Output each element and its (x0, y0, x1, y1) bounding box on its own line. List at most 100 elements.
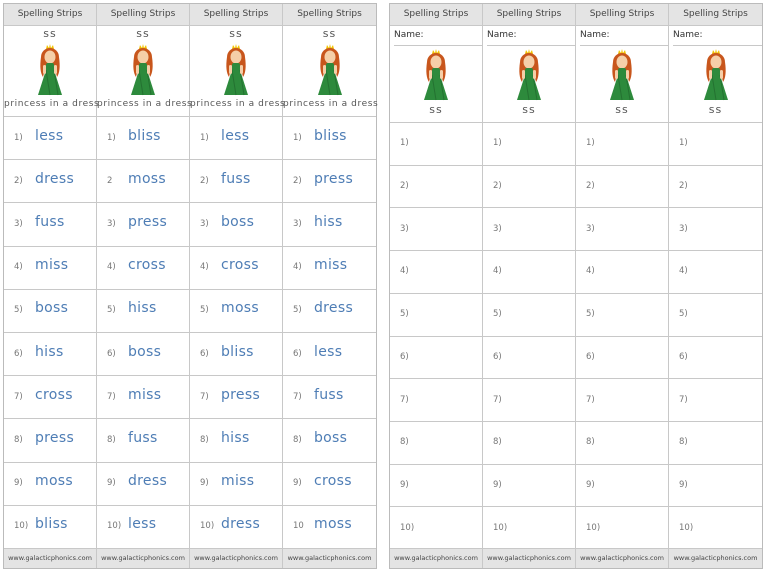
spelling-word: miss (35, 257, 69, 274)
answer-row: 5) (576, 292, 668, 336)
item-number: 6) (107, 348, 116, 359)
target-letters: ss (229, 27, 243, 40)
spelling-word: dress (35, 170, 75, 187)
item-number: 5) (400, 309, 409, 320)
spelling-word: press (35, 429, 75, 446)
princess-image (220, 43, 252, 97)
item-number: 5) (200, 305, 209, 316)
item-number: 10) (679, 522, 694, 533)
item-number: 7) (679, 394, 688, 405)
footer: www.galacticphonics.com (97, 548, 189, 568)
item-number: 4) (400, 266, 409, 277)
princess-image (513, 48, 545, 102)
strip-header: Spelling Strips (576, 4, 668, 26)
word-row: 4) cross (190, 245, 282, 289)
item-number: 4) (107, 262, 116, 273)
spelling-word: less (35, 127, 64, 144)
answer-row: 1) (390, 122, 482, 165)
left-page: Spelling Strips ss princess in a dress 1) le… (3, 3, 378, 569)
answer-row: 9) (483, 463, 575, 507)
item-number: 5) (586, 309, 595, 320)
item-number: 7) (200, 391, 209, 402)
princess-graphic (38, 44, 62, 95)
item-number: 8) (107, 434, 116, 445)
answer-row: 3) (669, 207, 762, 250)
spelling-word: less (128, 516, 157, 533)
spelling-word: boss (128, 343, 162, 360)
item-number: 2) (679, 181, 688, 192)
spelling-word: less (314, 343, 343, 360)
item-number: 1) (400, 138, 409, 149)
spelling-word: miss (221, 473, 255, 490)
princess-graphic (704, 49, 728, 100)
footer: www.galacticphonics.com (283, 548, 376, 568)
item-number: 9) (200, 478, 209, 489)
answer-row: 1) (669, 122, 762, 165)
word-row: 2) fuss (190, 159, 282, 202)
princess-graphic (610, 49, 634, 100)
caption: princess in a dress (190, 99, 286, 109)
word-row: 10) bliss (4, 504, 96, 548)
item-number: 10) (107, 521, 122, 532)
answer-row: 5) (669, 292, 762, 336)
item-number: 3) (400, 223, 409, 234)
item-number: 10) (200, 521, 215, 532)
item-number: 6) (586, 351, 595, 362)
word-row: 8) press (4, 418, 96, 461)
spelling-word: moss (221, 300, 259, 317)
princess-graphic (318, 44, 342, 95)
strip-header: Spelling Strips (283, 4, 376, 26)
item-number: 10) (493, 522, 508, 533)
word-row: 4) cross (97, 245, 189, 289)
item-number: 5) (493, 309, 502, 320)
footer: www.galacticphonics.com (390, 548, 482, 568)
princess-graphic (424, 49, 448, 100)
spelling-word: dress (221, 516, 261, 533)
strip: Spelling Strips ss princess in a dress 1) bl… (97, 4, 193, 568)
princess-image (314, 43, 346, 97)
word-row: 2) dress (4, 159, 96, 202)
princess-graphic (224, 44, 248, 95)
princess-image (420, 48, 452, 102)
item-number: 8) (586, 437, 595, 448)
footer: www.galacticphonics.com (576, 548, 668, 568)
spelling-word: dress (128, 473, 168, 490)
target-letters: ss (43, 27, 57, 40)
answer-row: 3) (576, 207, 668, 250)
spelling-word: boss (314, 429, 348, 446)
target-letters: ss (615, 103, 629, 116)
item-number: 2) (400, 181, 409, 192)
spelling-word: hiss (314, 213, 343, 230)
item-number: 6) (400, 351, 409, 362)
caption: princess in a dress (97, 99, 193, 109)
item-number: 8) (400, 437, 409, 448)
answer-row: 5) (483, 292, 575, 336)
item-number: 5) (293, 305, 302, 316)
name-label: Name: (394, 25, 482, 46)
princess-image (127, 43, 159, 97)
spelling-word: press (128, 213, 168, 230)
word-row: 6) bliss (190, 332, 282, 375)
item-number: 4) (493, 266, 502, 277)
word-row: 4) miss (283, 245, 376, 289)
item-number: 10) (400, 522, 415, 533)
item-number: 1) (493, 138, 502, 149)
strip-header: Spelling Strips (4, 4, 96, 26)
spelling-word: bliss (128, 127, 161, 144)
strip-header: Spelling Strips (97, 4, 189, 26)
item-number: 4) (679, 266, 688, 277)
answer-row: 10) (390, 506, 482, 549)
name-label: Name: (673, 25, 762, 46)
answer-row: 2) (390, 164, 482, 208)
answer-row: 8) (669, 420, 762, 464)
word-row: 5) boss (4, 288, 96, 332)
spelling-word: dress (314, 300, 354, 317)
footer: www.galacticphonics.com (483, 548, 575, 568)
spelling-word: bliss (35, 516, 68, 533)
word-row: 1) bliss (97, 116, 189, 159)
word-row: 3) press (97, 202, 189, 245)
item-number: 3) (493, 223, 502, 234)
footer: www.galacticphonics.com (190, 548, 282, 568)
answer-row: 10) (576, 506, 668, 549)
spelling-word: hiss (128, 300, 157, 317)
